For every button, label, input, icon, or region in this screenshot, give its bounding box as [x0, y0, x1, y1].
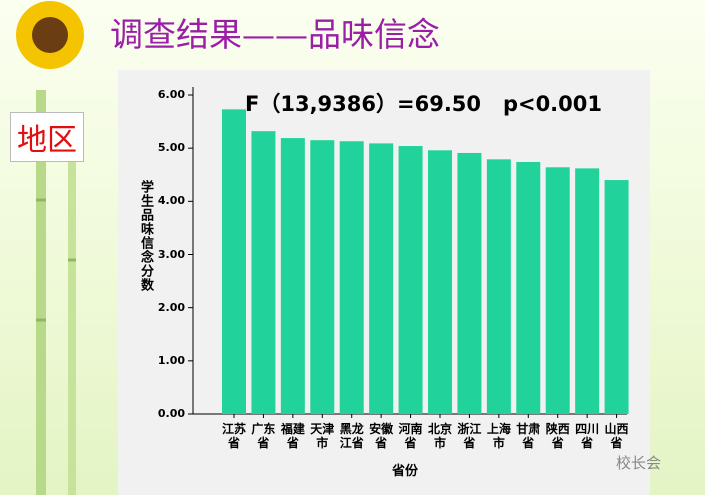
- x-tick-label: 上海市: [486, 422, 511, 450]
- x-tick-label: 山西省: [604, 422, 629, 450]
- bar: [310, 140, 335, 415]
- x-axis-label: 省份: [392, 464, 419, 479]
- bar: [428, 150, 452, 414]
- y-tick-label: 2.00: [157, 300, 185, 314]
- x-tick-label: 甘肃省: [516, 422, 541, 450]
- bar: [545, 167, 570, 414]
- x-tick-label: 江苏省: [221, 422, 246, 450]
- annotation: F（13,9386）=69.50 p<0.001: [245, 92, 602, 116]
- bar: [398, 146, 423, 415]
- decoration: [16, 1, 84, 495]
- slide-title: 调查结果——品味信念: [110, 15, 440, 54]
- x-tick-label: 福建省: [280, 422, 305, 450]
- x-tick-label: 安徽省: [369, 422, 394, 450]
- bar: [516, 161, 541, 414]
- watermark: 校长会: [616, 454, 662, 472]
- x-tick-label: 北京市: [427, 422, 452, 450]
- bar: [280, 138, 305, 414]
- y-tick-label: 1.00: [157, 353, 185, 367]
- y-axis-label: 学生品味信念分数: [138, 180, 153, 292]
- bar: [222, 109, 246, 414]
- side-label: 地区: [10, 112, 84, 162]
- y-tick-label: 4.00: [157, 194, 185, 208]
- bar: [486, 159, 511, 414]
- y-tick-label: 6.00: [157, 88, 185, 101]
- x-tick-label: 黑龙江省: [339, 422, 364, 450]
- y-tick-label: 3.00: [157, 247, 185, 261]
- bar: [604, 180, 629, 414]
- x-tick-label: 天津市: [310, 422, 335, 450]
- x-tick-label: 广东省: [251, 422, 276, 450]
- bar: [369, 143, 394, 415]
- bar: [575, 168, 600, 414]
- x-tick-label: 陕西省: [545, 422, 570, 450]
- x-tick-label: 四川省: [575, 422, 600, 450]
- bar: [339, 141, 364, 414]
- y-tick-label: 0.00: [157, 407, 185, 420]
- bar: [251, 131, 276, 415]
- y-tick-label: 5.00: [157, 141, 185, 155]
- bar: [457, 152, 482, 414]
- x-tick-label: 浙江省: [457, 422, 482, 450]
- x-tick-label: 河南省: [398, 422, 423, 450]
